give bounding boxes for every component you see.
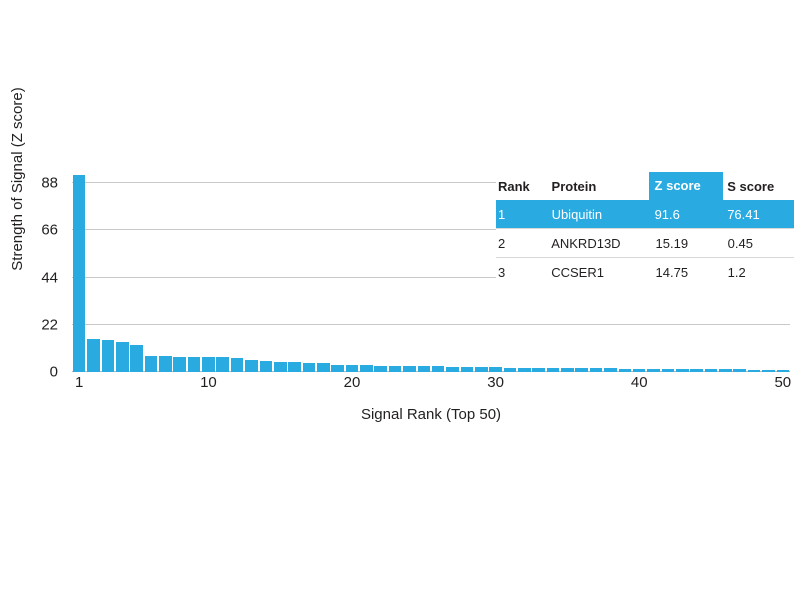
x-tick-label-50: 50	[774, 374, 792, 391]
bar-rank-35	[561, 368, 574, 372]
bar-rank-45	[704, 369, 718, 372]
bar-rank-24	[403, 366, 416, 372]
table-body: 1 Ubiquitin 91.6 76.41 2 ANKRD13D 15.19 0.45 3 CC…	[496, 200, 794, 286]
bar-rank-29	[474, 367, 488, 372]
gridline-0	[72, 371, 790, 372]
x-axis-tick-labels: 1 10 20 30 40 50	[72, 374, 792, 396]
bar-rank-25	[417, 366, 431, 372]
bar-rank-17	[302, 362, 316, 372]
gridline-22	[72, 323, 790, 325]
table-header-row: Rank Protein Z score S score	[496, 172, 794, 200]
bar-rank-33	[532, 367, 545, 372]
column-header-protein: Protein	[551, 178, 597, 194]
bar-rank-5	[130, 344, 143, 372]
plot-area	[72, 168, 790, 372]
bar-rank-32	[518, 367, 531, 372]
cell-rank: 3	[498, 264, 506, 280]
bar-rank-9	[187, 356, 201, 372]
bar-rank-8	[173, 356, 186, 372]
y-tick-label-22: 22	[41, 316, 58, 334]
bar-rank-27	[446, 366, 459, 372]
bar-rank-31	[503, 367, 517, 372]
bar-rank-28	[460, 366, 474, 372]
cell-protein: CCSER1	[551, 264, 604, 280]
bar-rank-48	[747, 369, 761, 372]
bar-rank-44	[690, 369, 703, 372]
bar-rank-3	[101, 340, 115, 372]
bar-rank-40	[632, 368, 646, 372]
bar-rank-49	[762, 369, 775, 372]
bar-rank-13	[245, 360, 258, 372]
column-header-z-score: Z score	[648, 172, 724, 200]
bar-rank-2	[87, 339, 100, 372]
bar-rank-20	[345, 365, 359, 372]
cell-rank: 2	[498, 235, 506, 251]
bar-rank-50	[776, 369, 790, 372]
top-hits-table: Rank Protein Z score S score 1 Ubiquitin 9…	[496, 172, 794, 286]
bar-rank-4	[115, 341, 129, 372]
bar-rank-37	[589, 368, 603, 372]
bar-rank-23	[388, 365, 402, 372]
table-row: 1 Ubiquitin 91.6 76.41	[496, 200, 794, 228]
gridline-66	[72, 229, 790, 231]
bar-rank-41	[647, 368, 660, 372]
bar-rank-30	[489, 367, 502, 372]
y-tick-label-66: 66	[41, 221, 58, 239]
bar-rank-22	[374, 365, 388, 372]
y-tick-label-44: 44	[41, 269, 58, 287]
bar-series	[72, 168, 790, 372]
bar-rank-15	[273, 361, 287, 372]
bar-rank-14	[259, 361, 273, 372]
bar-rank-34	[546, 368, 560, 372]
y-tick-label-88: 88	[41, 174, 58, 192]
cell-s-score: 76.41	[727, 206, 760, 222]
bar-rank-46	[719, 369, 732, 372]
bar-rank-7	[159, 356, 172, 372]
bar-rank-36	[575, 368, 589, 372]
cell-protein: ANKRD13D	[551, 235, 621, 251]
cell-s-score: 1.2	[727, 264, 746, 280]
column-header-rank: Rank	[498, 178, 530, 194]
bar-rank-1	[72, 175, 86, 372]
bar-rank-11	[216, 357, 230, 372]
cell-z-score: 91.6	[654, 206, 680, 222]
bar-rank-16	[288, 362, 301, 372]
bar-rank-43	[675, 369, 689, 372]
bar-rank-21	[360, 365, 373, 372]
cell-z-score: 14.75	[655, 264, 689, 280]
cell-s-score: 0.45	[727, 235, 753, 251]
bar-rank-12	[230, 357, 244, 372]
bar-rank-18	[317, 362, 330, 372]
bar-rank-47	[733, 369, 746, 372]
table-row: 2 ANKRD13D 15.19 0.45	[496, 228, 794, 257]
table-row: 3 CCSER1 14.75 1.2	[496, 257, 794, 286]
y-tick-label-0: 0	[49, 363, 58, 381]
bar-rank-42	[661, 368, 675, 372]
cell-protein: Ubiquitin	[551, 206, 603, 222]
column-header-s-score: S score	[727, 178, 775, 194]
gridline-44	[72, 276, 790, 278]
bar-rank-38	[604, 368, 617, 372]
x-tick-label-20: 20	[343, 374, 361, 391]
y-axis-tick-labels: 0 22 44 66 88	[0, 168, 66, 381]
bar-rank-26	[431, 366, 445, 372]
x-tick-label-30: 30	[487, 374, 504, 391]
bar-rank-6	[144, 355, 158, 372]
cell-rank: 1	[498, 206, 506, 222]
x-tick-label-1: 1	[75, 374, 84, 391]
x-tick-label-10: 10	[200, 374, 217, 391]
cell-z-score: 15.19	[655, 235, 689, 251]
x-axis-title: Signal Rank (Top 50)	[360, 406, 502, 423]
x-tick-label-40: 40	[630, 374, 648, 391]
bar-rank-10	[202, 357, 215, 372]
bar-rank-39	[618, 368, 632, 372]
gridline-88	[72, 182, 790, 184]
bar-rank-19	[331, 364, 344, 372]
